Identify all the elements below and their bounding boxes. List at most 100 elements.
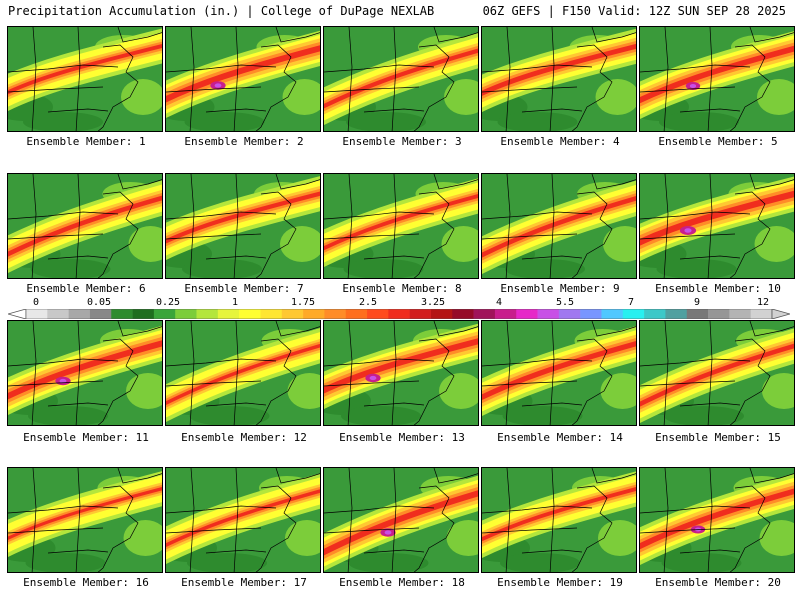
colorbar-swatch [367, 309, 389, 319]
colorbar-swatch [729, 309, 751, 319]
colorbar-tick: 5.5 [555, 297, 575, 308]
ensemble-member-map [7, 467, 163, 573]
ensemble-member-label: Ensemble Member: 6 [26, 282, 146, 295]
colorbar-swatch [644, 309, 666, 319]
colorbar-swatch [132, 309, 155, 319]
ensemble-member-label: Ensemble Member: 8 [342, 282, 462, 295]
colorbar-swatch [750, 309, 773, 319]
colorbar-tick: 3.25 [420, 297, 446, 308]
precip-map-svg [640, 468, 794, 572]
colorbar-tick: 1 [231, 297, 239, 308]
precip-map-svg [8, 27, 162, 131]
ensemble-member-map [323, 320, 479, 426]
ensemble-member-label: Ensemble Member: 4 [500, 135, 620, 148]
colorbar-swatch [47, 309, 69, 319]
colorbar-swatch [622, 309, 645, 319]
ensemble-member-map [481, 320, 637, 426]
precip-map-svg [166, 321, 320, 425]
colorbar-swatch [196, 309, 219, 319]
precip-map-svg [8, 468, 162, 572]
colorbar-swatch [708, 309, 730, 319]
colorbar-tick: 1.75 [290, 297, 316, 308]
colorbar-swatch [111, 309, 133, 319]
colorbar-swatch [260, 309, 283, 319]
colorbar-swatch [324, 309, 347, 319]
precip-map-svg [166, 27, 320, 131]
ensemble-member-map [165, 173, 321, 279]
chart-title: Precipitation Accumulation (in.) | Colle… [8, 4, 435, 18]
ensemble-member-map [639, 173, 795, 279]
ensemble-member-label: Ensemble Member: 15 [655, 431, 781, 444]
colorbar-min-arrow [8, 309, 27, 319]
ensemble-member-map [639, 467, 795, 573]
precip-map-svg [640, 27, 794, 131]
precip-map-svg [324, 468, 478, 572]
ensemble-member-label: Ensemble Member: 12 [181, 431, 307, 444]
colorbar-swatch [516, 309, 538, 319]
ensemble-member-map [481, 26, 637, 132]
colorbar-swatch [537, 309, 560, 319]
colorbar-swatch [494, 309, 517, 319]
ensemble-member-label: Ensemble Member: 3 [342, 135, 462, 148]
precipitation-colorbar [8, 309, 790, 319]
colorbar-swatch [217, 309, 240, 319]
colorbar-swatch [601, 309, 624, 319]
colorbar-swatch [473, 309, 496, 319]
ensemble-member-map [165, 26, 321, 132]
colorbar-swatch [345, 309, 368, 319]
colorbar-swatch [558, 309, 581, 319]
ensemble-member-label: Ensemble Member: 10 [655, 282, 781, 295]
ensemble-member-map [323, 26, 479, 132]
colorbar-swatch [430, 309, 453, 319]
ensemble-member-map [7, 26, 163, 132]
precip-map-svg [482, 27, 636, 131]
colorbar-swatch [665, 309, 688, 319]
precip-map-svg [324, 27, 478, 131]
ensemble-member-label: Ensemble Member: 14 [497, 431, 623, 444]
ensemble-member-label: Ensemble Member: 20 [655, 576, 781, 589]
ensemble-member-map [7, 320, 163, 426]
ensemble-member-label: Ensemble Member: 18 [339, 576, 465, 589]
model-run-valid-time: 06Z GEFS | F150 Valid: 12Z SUN SEP 28 20… [482, 4, 786, 18]
ensemble-member-label: Ensemble Member: 2 [184, 135, 304, 148]
ensemble-member-map [481, 173, 637, 279]
colorbar-swatch [175, 309, 197, 319]
ensemble-member-label: Ensemble Member: 5 [658, 135, 778, 148]
precip-map-svg [166, 468, 320, 572]
colorbar-swatch [239, 309, 261, 319]
colorbar-max-arrow [771, 309, 790, 319]
colorbar-swatch [409, 309, 432, 319]
colorbar-tick: 0.25 [155, 297, 181, 308]
ensemble-member-label: Ensemble Member: 13 [339, 431, 465, 444]
colorbar-tick: 7 [627, 297, 635, 308]
ensemble-member-map [639, 26, 795, 132]
ensemble-member-label: Ensemble Member: 1 [26, 135, 146, 148]
colorbar-tick: 9 [693, 297, 701, 308]
colorbar-swatch [68, 309, 91, 319]
ensemble-member-label: Ensemble Member: 11 [23, 431, 149, 444]
colorbar-tick: 4 [495, 297, 503, 308]
colorbar-tick: 12 [756, 297, 770, 308]
precip-map-svg [8, 174, 162, 278]
precip-map-svg [8, 321, 162, 425]
ensemble-member-label: Ensemble Member: 7 [184, 282, 304, 295]
ensemble-member-map [165, 320, 321, 426]
precip-map-svg [640, 174, 794, 278]
colorbar-swatch [388, 309, 410, 319]
colorbar-swatch [580, 309, 602, 319]
colorbar-swatch [303, 309, 325, 319]
colorbar-swatch [26, 309, 48, 319]
ensemble-member-map [481, 467, 637, 573]
colorbar-swatch [153, 309, 176, 319]
precip-map-svg [482, 468, 636, 572]
ensemble-member-label: Ensemble Member: 16 [23, 576, 149, 589]
ensemble-member-map [639, 320, 795, 426]
precip-map-svg [324, 321, 478, 425]
ensemble-member-label: Ensemble Member: 19 [497, 576, 623, 589]
precip-map-svg [324, 174, 478, 278]
ensemble-member-map [323, 467, 479, 573]
colorbar-tick: 2.5 [358, 297, 378, 308]
precip-map-svg [166, 174, 320, 278]
precip-map-svg [640, 321, 794, 425]
colorbar-swatch [686, 309, 709, 319]
